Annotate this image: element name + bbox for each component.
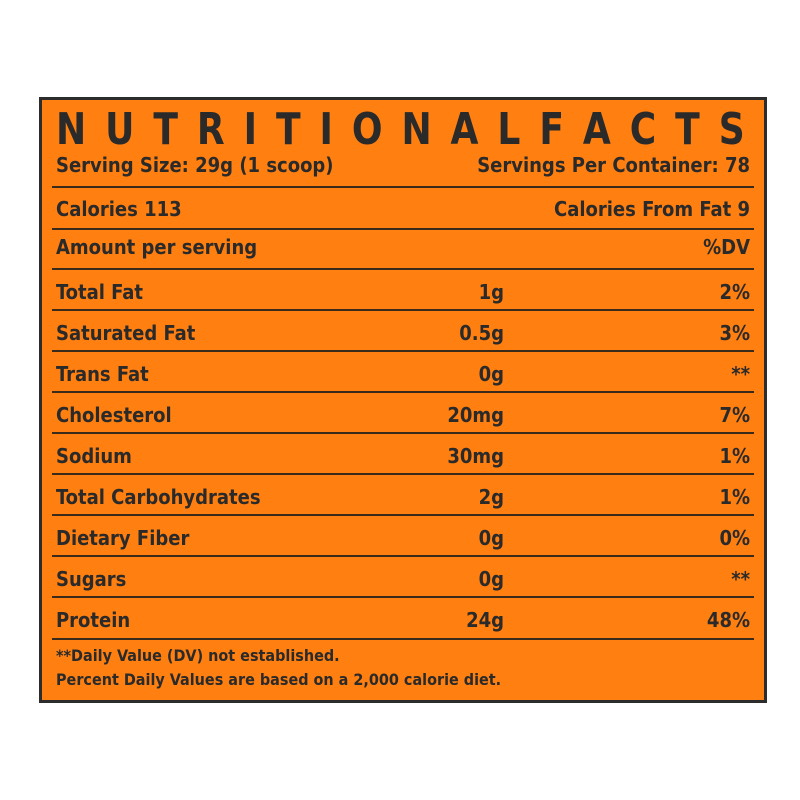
nutrient-name: Sugars <box>56 567 127 591</box>
title-letter: I <box>243 104 258 155</box>
title-letter: N <box>401 104 432 155</box>
calories: Calories 113 <box>56 197 182 221</box>
divider <box>52 228 754 230</box>
nutrient-amount: 0g <box>478 526 504 550</box>
nutrient-name: Trans Fat <box>56 362 149 386</box>
serving-info-row: Serving Size: 29g (1 scoop) Servings Per… <box>56 150 750 180</box>
divider <box>52 638 754 640</box>
title-letter: L <box>497 104 521 155</box>
nutrient-name: Total Fat <box>56 280 144 304</box>
nutrient-dv: 3% <box>719 321 750 345</box>
divider <box>52 309 754 311</box>
title-letter: A <box>450 104 479 155</box>
nutrient-amount: 2g <box>478 485 504 509</box>
dv-header: %DV <box>703 235 750 259</box>
title-letter: F <box>539 104 564 155</box>
nutrient-row: Trans Fat 0g ** <box>56 354 750 392</box>
serving-size: Serving Size: 29g (1 scoop) <box>56 153 334 177</box>
title-letter: U <box>105 104 135 155</box>
nutrient-name: Saturated Fat <box>56 321 196 345</box>
divider <box>52 268 754 270</box>
nutrient-row: Sugars 0g ** <box>56 559 750 597</box>
title-letter: R <box>196 104 225 155</box>
divider <box>52 555 754 557</box>
nutrient-name: Dietary Fiber <box>56 526 190 550</box>
nutrient-row: Dietary Fiber 0g 0% <box>56 518 750 556</box>
nutrient-row: Saturated Fat 0.5g 3% <box>56 313 750 351</box>
amount-per-serving: Amount per serving <box>56 235 258 259</box>
nutrient-row: Sodium 30mg 1% <box>56 436 750 474</box>
divider <box>52 473 754 475</box>
nutrient-dv: ** <box>731 362 750 386</box>
divider <box>52 186 754 188</box>
nutrient-row: Total Carbohydrates 2g 1% <box>56 477 750 515</box>
nutrient-row: Protein 24g 48% <box>56 600 750 638</box>
divider <box>52 514 754 516</box>
title-letter: I <box>319 104 333 155</box>
nutrient-name: Sodium <box>56 444 132 468</box>
nutrient-dv: 2% <box>719 280 750 304</box>
servings-per-container: Servings Per Container: 78 <box>477 153 750 177</box>
nutrient-amount: 1g <box>478 280 504 304</box>
nutrient-amount: 20mg <box>447 403 504 427</box>
footnote-calorie-diet: Percent Daily Values are based on a 2,00… <box>56 670 502 689</box>
nutrient-dv: 48% <box>706 608 750 632</box>
nutrient-dv: 0% <box>719 526 750 550</box>
nutrient-row: Total Fat 1g 2% <box>56 272 750 310</box>
nutrient-dv: 7% <box>719 403 750 427</box>
nutrient-amount: 0g <box>478 567 504 591</box>
nutrient-row: Cholesterol 20mg 7% <box>56 395 750 433</box>
nutrient-dv: 1% <box>719 485 750 509</box>
title-letter: T <box>275 104 301 155</box>
footnote-dv: **Daily Value (DV) not established. <box>56 646 340 665</box>
nutrient-name: Protein <box>56 608 131 632</box>
calories-row: Calories 113 Calories From Fat 9 <box>56 194 750 224</box>
title-letter: A <box>582 104 611 155</box>
title-letter: T <box>675 104 700 155</box>
divider <box>52 432 754 434</box>
nutrition-facts-panel: N U T R I T I O N A L F A C T S Serving … <box>39 97 767 703</box>
nutrient-amount: 0.5g <box>459 321 504 345</box>
title-letter: S <box>718 104 745 155</box>
calories-from-fat: Calories From Fat 9 <box>554 197 750 221</box>
title-letter: N <box>56 104 87 155</box>
nutrition-title: N U T R I T I O N A L F A C T S <box>56 102 745 158</box>
nutrient-dv: 1% <box>719 444 750 468</box>
nutrient-amount: 24g <box>466 608 504 632</box>
divider <box>52 596 754 598</box>
divider <box>52 350 754 352</box>
nutrient-amount: 0g <box>478 362 504 386</box>
title-letter: O <box>351 104 383 155</box>
amount-header-row: Amount per serving %DV <box>56 232 750 262</box>
nutrient-amount: 30mg <box>447 444 504 468</box>
nutrient-name: Total Carbohydrates <box>56 485 261 509</box>
divider <box>52 391 754 393</box>
nutrient-dv: ** <box>731 567 750 591</box>
nutrient-name: Cholesterol <box>56 403 172 427</box>
title-letter: T <box>153 104 178 155</box>
title-letter: C <box>629 104 657 155</box>
